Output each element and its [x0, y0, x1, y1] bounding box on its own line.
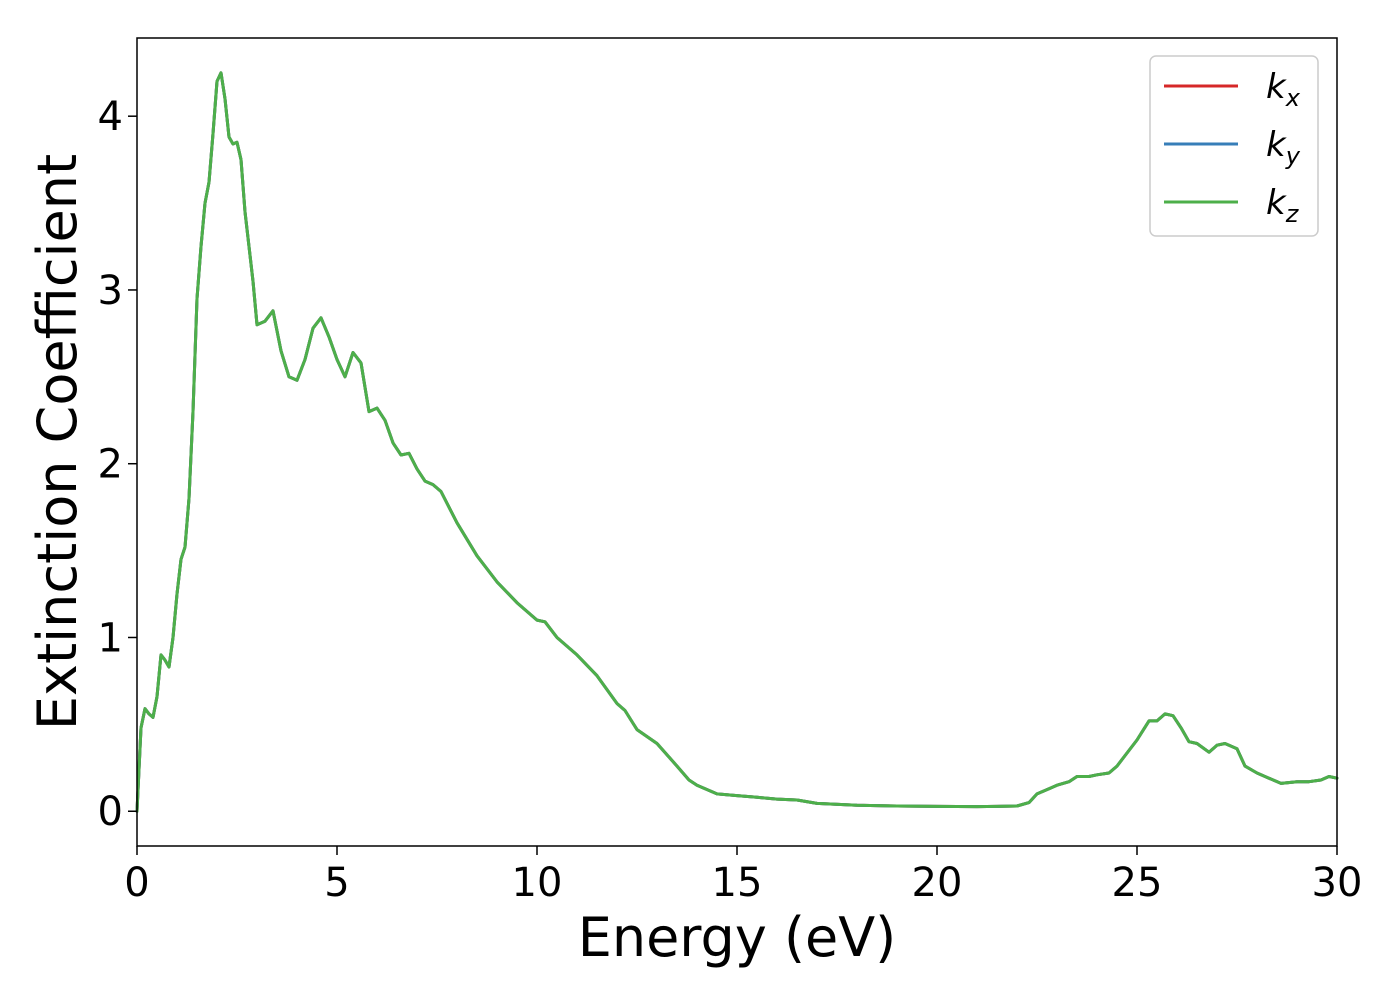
series-line-kz	[135, 71, 1339, 813]
y-tick-label: 3	[98, 268, 123, 314]
legend-label-kz: kz	[1266, 183, 1300, 228]
y-tick-label: 2	[98, 442, 123, 488]
x-axis-title: Energy (eV)	[578, 906, 897, 969]
legend-box	[1149, 55, 1319, 237]
y-tick-label: 4	[98, 94, 123, 140]
legend: kx ky kz	[1149, 55, 1319, 237]
x-tick-label: 20	[912, 860, 963, 906]
plot-lines	[135, 71, 1339, 813]
y-axis: 0 1 2 3 4	[98, 94, 137, 835]
x-tick-label: 5	[324, 860, 349, 906]
y-tick-label: 0	[98, 789, 123, 835]
y-tick-label: 1	[98, 615, 123, 661]
x-tick-label: 15	[712, 860, 763, 906]
legend-label-kx: kx	[1266, 67, 1301, 112]
x-tick-label: 25	[1112, 860, 1163, 906]
x-tick-label: 30	[1312, 860, 1363, 906]
x-axis: 0 5 10 15 20 25 30	[124, 846, 1362, 906]
y-axis-title: Extinction Coefficient	[26, 154, 89, 730]
legend-label-ky: ky	[1266, 125, 1301, 170]
x-tick-label: 0	[124, 860, 149, 906]
x-tick-label: 10	[512, 860, 563, 906]
